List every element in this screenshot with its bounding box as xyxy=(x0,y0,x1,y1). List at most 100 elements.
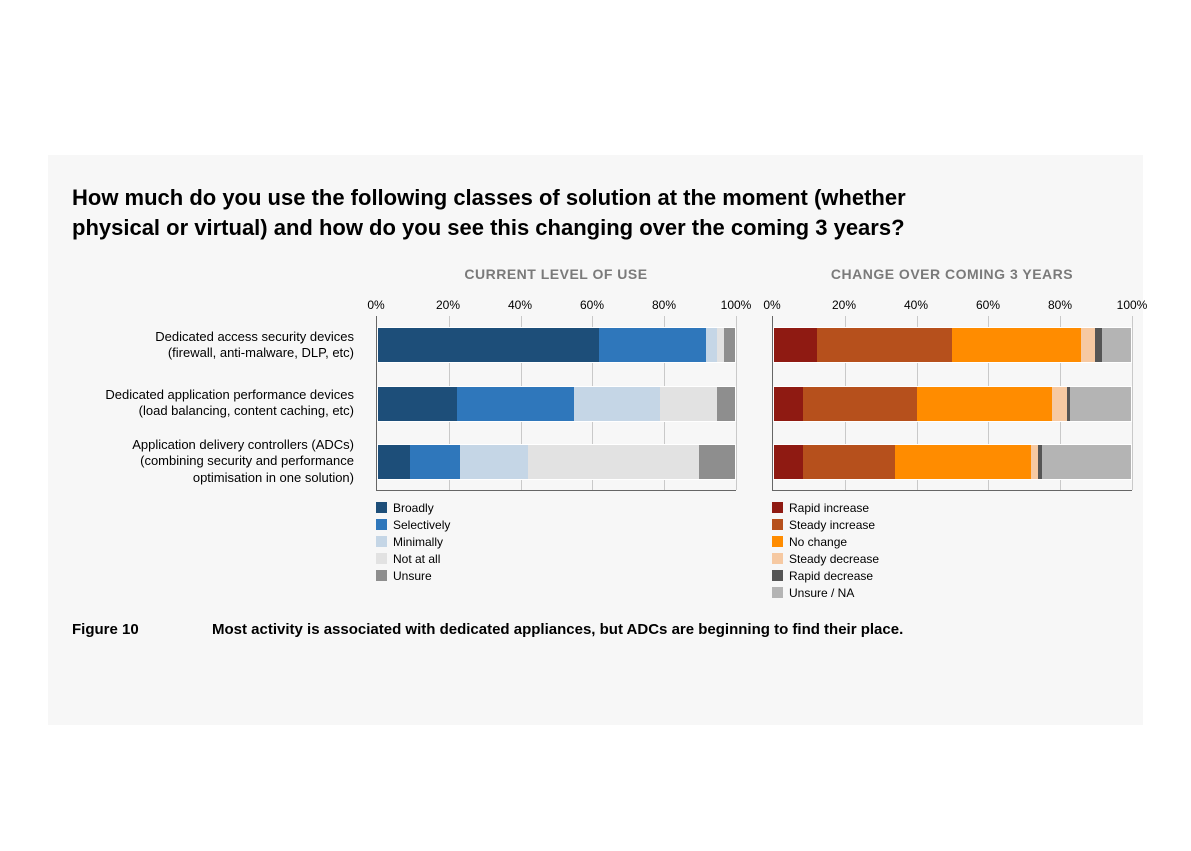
stacked-bar xyxy=(377,327,736,363)
legend-item: Broadly xyxy=(376,499,736,516)
legend-swatch xyxy=(772,553,783,564)
legend-swatch xyxy=(772,570,783,581)
legend-item: Rapid increase xyxy=(772,499,1132,516)
legend-label: Steady decrease xyxy=(789,552,879,566)
axis-tick-label: 40% xyxy=(508,298,532,312)
bar-segment xyxy=(1081,328,1095,362)
bar-segment xyxy=(378,387,457,421)
legend-item: Steady increase xyxy=(772,516,1132,533)
legend-label: Minimally xyxy=(393,535,443,549)
row-label-line: (load balancing, content caching, etc) xyxy=(139,403,354,419)
legend-label: Unsure xyxy=(393,569,432,583)
bar-segment xyxy=(724,328,735,362)
legend-swatch xyxy=(772,519,783,530)
axis-tick-label: 60% xyxy=(976,298,1000,312)
row-label: Application delivery controllers (ADCs)(… xyxy=(72,432,362,490)
bar-segment xyxy=(1052,387,1066,421)
legend-label: Unsure / NA xyxy=(789,586,854,600)
legend-swatch xyxy=(376,519,387,530)
bar-segment xyxy=(1070,387,1131,421)
bar-row xyxy=(773,432,1132,490)
bar-segment xyxy=(528,445,699,479)
chart-column: CHANGE OVER COMING 3 YEARS0%20%40%60%80%… xyxy=(772,266,1132,601)
row-label: Dedicated application performance device… xyxy=(72,374,362,432)
bar-segment xyxy=(599,328,706,362)
legend: Rapid increaseSteady increase No change St… xyxy=(772,499,1132,601)
bar-segment xyxy=(378,445,410,479)
axis-tick-label: 0% xyxy=(763,298,780,312)
legend-swatch xyxy=(376,502,387,513)
bar-segment xyxy=(817,328,953,362)
figure-number: Figure 10 xyxy=(72,621,212,638)
stacked-bar xyxy=(773,327,1132,363)
legend-label: Rapid increase xyxy=(789,501,869,515)
legend-swatch xyxy=(376,570,387,581)
bar-segment xyxy=(574,387,660,421)
legend-label: Broadly xyxy=(393,501,434,515)
bar-row xyxy=(377,432,736,490)
stacked-bar xyxy=(773,386,1132,422)
charts-row: Dedicated access security devices(firewa… xyxy=(72,266,1119,601)
chart-columns: CURRENT LEVEL OF USE0%20%40%60%80%100%Br… xyxy=(362,266,1132,601)
legend-label: Not at all xyxy=(393,552,440,566)
legend-item: Minimally xyxy=(376,533,736,550)
bar-segment xyxy=(717,328,724,362)
bar-segment xyxy=(1102,328,1131,362)
stacked-bar xyxy=(773,444,1132,480)
bar-row xyxy=(773,316,1132,374)
legend-item: No change xyxy=(772,533,1132,550)
bar-segment xyxy=(378,328,599,362)
stacked-bar xyxy=(377,386,736,422)
bar-segment xyxy=(895,445,1031,479)
gridline xyxy=(736,316,737,490)
bar-segment xyxy=(803,387,917,421)
figure-text: Most activity is associated with dedicat… xyxy=(212,621,903,638)
chart-title: CURRENT LEVEL OF USE xyxy=(376,266,736,288)
gridline xyxy=(1132,316,1133,490)
bar-row xyxy=(377,316,736,374)
axis-tick-label: 40% xyxy=(904,298,928,312)
bar-segment xyxy=(803,445,896,479)
bar-segment xyxy=(774,387,803,421)
bar-segment xyxy=(660,387,717,421)
legend-swatch xyxy=(376,553,387,564)
row-labels-column: Dedicated access security devices(firewa… xyxy=(72,266,362,490)
legend-swatch xyxy=(376,536,387,547)
axis-tick-label: 100% xyxy=(721,298,752,312)
row-label-line: Application delivery controllers (ADCs) xyxy=(132,437,354,453)
legend-label: Rapid decrease xyxy=(789,569,873,583)
bar-row xyxy=(377,374,736,432)
legend-item: Unsure / NA xyxy=(772,584,1132,601)
legend-item: Rapid decrease xyxy=(772,567,1132,584)
axis-tick-label: 80% xyxy=(1048,298,1072,312)
bar-segment xyxy=(1031,445,1038,479)
bar-segment xyxy=(1095,328,1102,362)
legend-label: Selectively xyxy=(393,518,450,532)
row-label-line: (firewall, anti-malware, DLP, etc) xyxy=(168,345,354,361)
legend-swatch xyxy=(772,587,783,598)
plot-area xyxy=(772,316,1132,491)
bar-segment xyxy=(774,445,803,479)
chart-column: CURRENT LEVEL OF USE0%20%40%60%80%100%Br… xyxy=(376,266,736,601)
row-label: Dedicated access security devices(firewa… xyxy=(72,316,362,374)
legend-item: Selectively xyxy=(376,516,736,533)
legend-label: No change xyxy=(789,535,847,549)
legend-item: Not at all xyxy=(376,550,736,567)
bar-segment xyxy=(1042,445,1131,479)
legend: Broadly Selectively Minimally Not at all Uns… xyxy=(376,499,736,584)
row-label-line: Dedicated application performance device… xyxy=(105,387,354,403)
question-title: How much do you use the following classe… xyxy=(72,183,972,242)
axis-tick-label: 100% xyxy=(1117,298,1148,312)
legend-swatch xyxy=(772,536,783,547)
axis-tick-label: 60% xyxy=(580,298,604,312)
x-axis: 0%20%40%60%80%100% xyxy=(772,288,1132,316)
row-label-line: optimisation in one solution) xyxy=(193,470,354,486)
figure-caption: Figure 10 Most activity is associated wi… xyxy=(72,621,1119,638)
x-axis: 0%20%40%60%80%100% xyxy=(376,288,736,316)
legend-swatch xyxy=(772,502,783,513)
bar-segment xyxy=(460,445,528,479)
bar-row xyxy=(773,374,1132,432)
bar-segment xyxy=(774,328,817,362)
plot-area xyxy=(376,316,736,491)
axis-tick-label: 0% xyxy=(367,298,384,312)
